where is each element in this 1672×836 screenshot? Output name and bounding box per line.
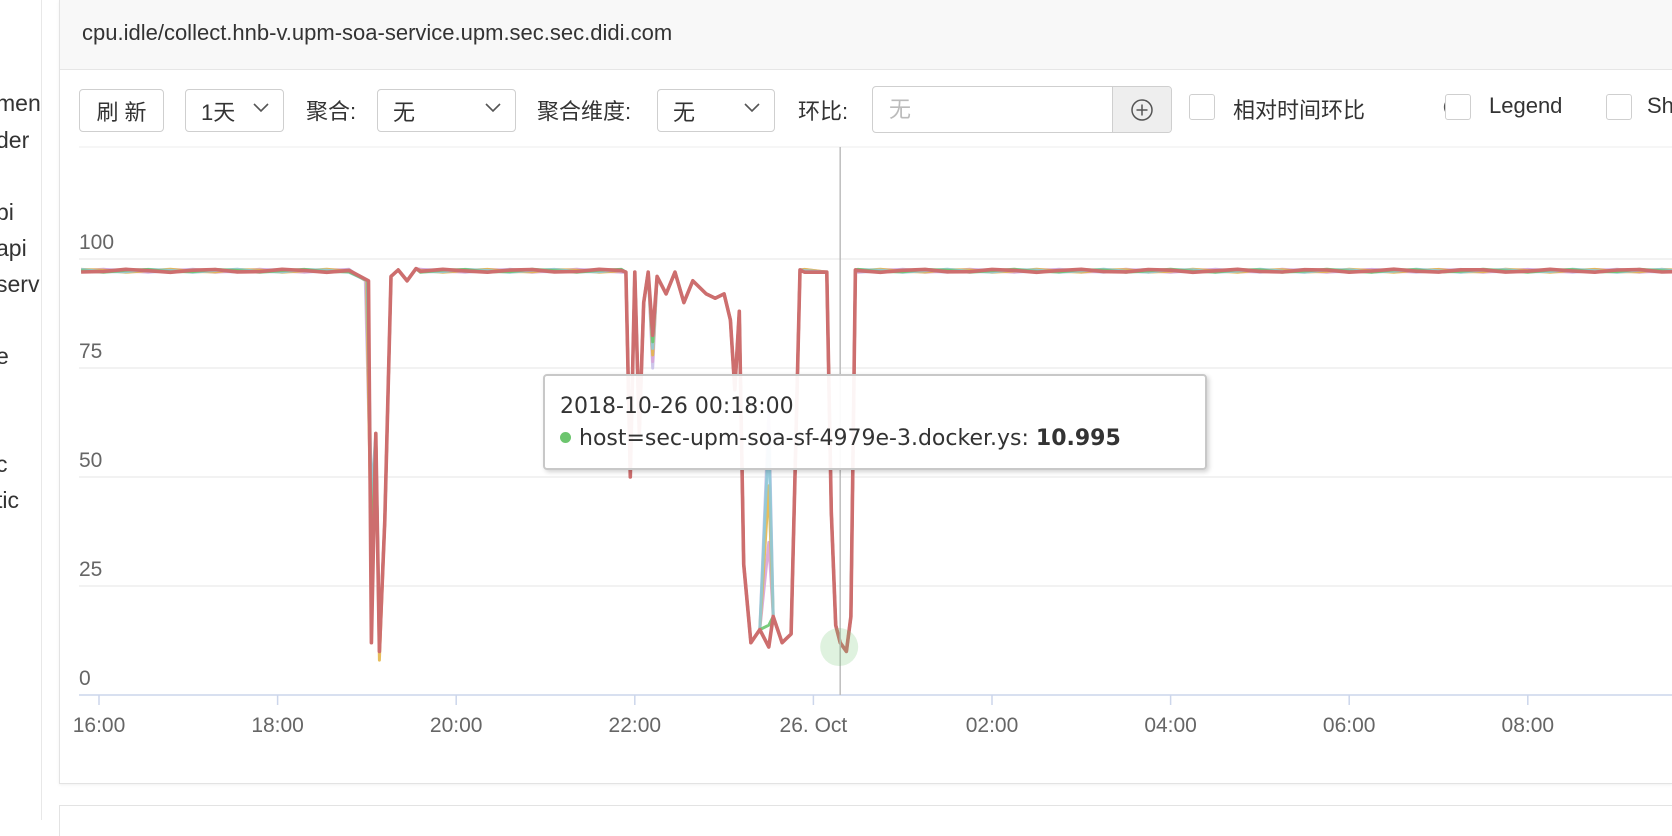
- y-tick-label: 75: [79, 340, 102, 363]
- add-compare-button[interactable]: [1112, 87, 1171, 132]
- chart-panel: cpu.idle/collect.hnb-v.upm-soa-service.u…: [59, 0, 1672, 784]
- time-range-select[interactable]: 1天: [185, 89, 284, 132]
- refresh-button[interactable]: 刷 新: [79, 89, 164, 132]
- sidebar-item-fragment[interactable]: men: [0, 90, 41, 116]
- y-tick-label: 0: [79, 667, 91, 690]
- chevron-down-icon: [485, 103, 501, 113]
- compare-input-group: [872, 86, 1172, 133]
- compare-input[interactable]: [873, 87, 1118, 132]
- panel-title: cpu.idle/collect.hnb-v.upm-soa-service.u…: [82, 20, 673, 45]
- aggregate-value: 无: [393, 99, 416, 125]
- tooltip-row: host=sec-upm-soa-sf-4979e-3.docker.ys: 1…: [560, 426, 1121, 451]
- chevron-down-icon: [253, 103, 269, 113]
- next-panel: [59, 805, 1672, 836]
- x-tick-label: 06:00: [1323, 714, 1376, 737]
- sidebar-item-fragment[interactable]: tic: [0, 487, 19, 513]
- compare-label: 环比:: [798, 99, 849, 124]
- panel-header: cpu.idle/collect.hnb-v.upm-soa-service.u…: [60, 0, 1672, 70]
- aggregate-select[interactable]: 无: [377, 89, 516, 132]
- legend-label: Legend: [1489, 93, 1563, 118]
- y-tick-label: 100: [79, 231, 114, 254]
- cpu-idle-line-chart[interactable]: 0 25 50 75 100 16:00 18:00 20:00 22:00 26. Oct 02:…: [60, 0, 1672, 783]
- legend-checkbox[interactable]: [1445, 94, 1471, 120]
- x-tick-label: 26. Oct: [780, 714, 848, 737]
- y-tick-label: 25: [79, 558, 102, 581]
- x-tick-label: 20:00: [430, 714, 483, 737]
- series-dot-icon: [560, 432, 571, 443]
- agg-dimension-label: 聚合维度:: [537, 99, 632, 124]
- y-tick-label: 50: [79, 449, 102, 472]
- relative-time-checkbox[interactable]: [1189, 94, 1215, 120]
- relative-time-label: 相对时间环比: [1233, 98, 1366, 123]
- show-checkbox[interactable]: [1606, 94, 1632, 120]
- plus-circle-icon: [1131, 98, 1153, 121]
- x-tick-label: 08:00: [1502, 714, 1555, 737]
- agg-dimension-select[interactable]: 无: [657, 89, 775, 132]
- tooltip-time: 2018-10-26 00:18:00: [560, 394, 794, 419]
- x-tick-label: 02:00: [966, 714, 1019, 737]
- sidebar-item-fragment[interactable]: serv: [0, 271, 40, 297]
- sidebar-item-fragment[interactable]: e: [0, 343, 9, 370]
- show-label: Sh: [1647, 93, 1672, 118]
- left-sidebar: men der pi api serv e c tic: [0, 0, 42, 820]
- agg-dimension-value: 无: [673, 99, 696, 125]
- x-tick-label: 22:00: [609, 714, 662, 737]
- series-line: [81, 266, 1672, 654]
- chevron-down-icon: [744, 103, 760, 113]
- time-range-value: 1天: [201, 99, 236, 125]
- sidebar-item-fragment[interactable]: c: [0, 451, 8, 478]
- sidebar-item-fragment[interactable]: pi: [0, 199, 14, 225]
- x-tick-label: 16:00: [73, 714, 126, 737]
- chart-tooltip: 2018-10-26 00:18:00 host=sec-upm-soa-sf-…: [543, 374, 1207, 470]
- tooltip-value: 10.995: [1035, 426, 1121, 451]
- aggregate-label: 聚合:: [306, 99, 357, 124]
- hover-point-halo: [820, 628, 859, 667]
- x-tick-label: 18:00: [251, 714, 304, 737]
- tooltip-host: host=sec-upm-soa-sf-4979e-3.docker.ys:: [579, 426, 1029, 451]
- sidebar-item-fragment[interactable]: api: [0, 235, 27, 261]
- x-tick-label: 04:00: [1144, 714, 1197, 737]
- sidebar-item-fragment[interactable]: der: [0, 127, 30, 153]
